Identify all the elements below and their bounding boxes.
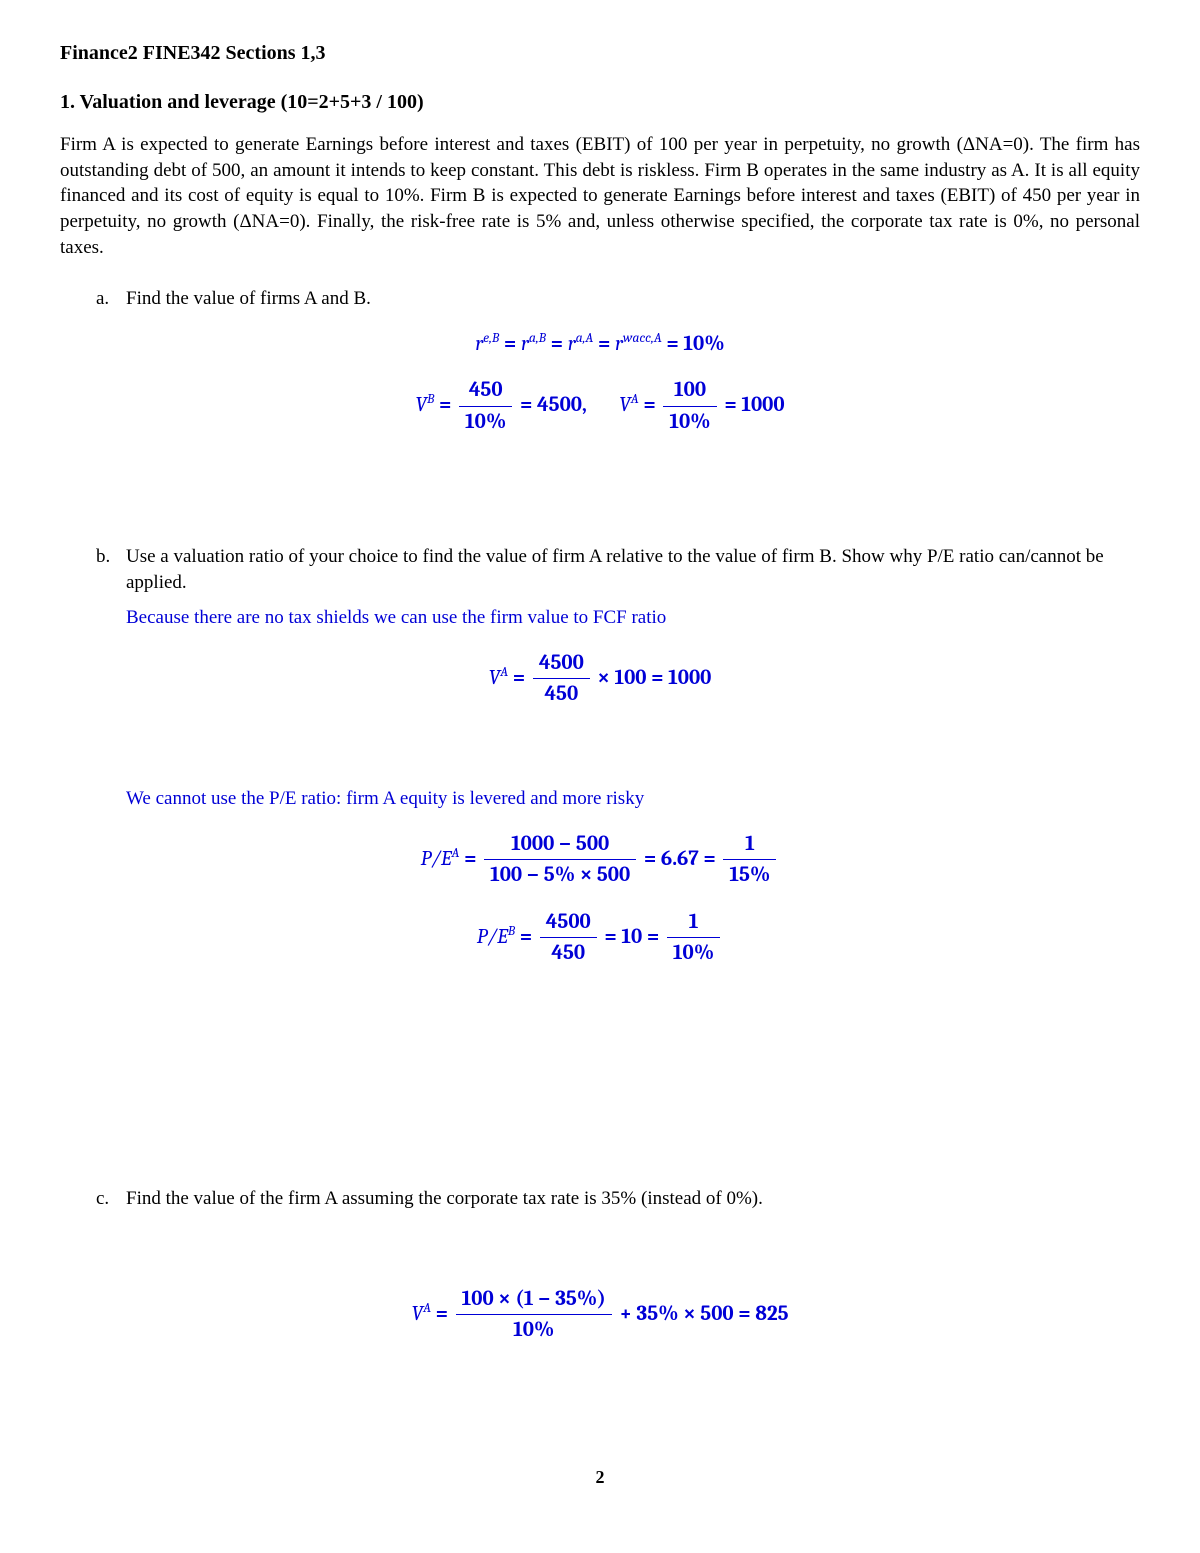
- question-intro: Firm A is expected to generate Earnings …: [60, 132, 1140, 260]
- eq-pea: P/EA = 1000 − 500 100 − 5% × 500 = 6.67 …: [60, 830, 1140, 890]
- peb-fnum: 1: [667, 908, 720, 937]
- eqc-tail: + 35% × 500 = 825: [619, 1302, 788, 1326]
- eq-b1: VA = 4500 450 × 100 = 1000: [60, 649, 1140, 709]
- eqc-den: 10%: [456, 1314, 612, 1344]
- pea-num: 1000 − 500: [484, 830, 636, 859]
- eq-a1-rhs: 10%: [683, 332, 724, 356]
- peb-fden: 10%: [667, 937, 720, 967]
- part-b: b. Use a valuation ratio of your choice …: [96, 544, 1140, 595]
- eqc-num: 100 × (1 − 35%): [456, 1285, 612, 1314]
- part-a: a. Find the value of firms A and B.: [96, 286, 1140, 312]
- course-header: Finance2 FINE342 Sections 1,3: [60, 40, 1140, 67]
- eq-peb: P/EB = 4500 450 = 10 = 1 10%: [60, 908, 1140, 968]
- part-a-letter: a.: [96, 286, 126, 312]
- sup-aB: a,B: [529, 331, 546, 346]
- eq-a1: re,B = ra,B = ra,A = rwacc,A = 10%: [60, 330, 1140, 358]
- pea-val: 6.67: [661, 847, 699, 871]
- part-c: c. Find the value of the firm A assuming…: [96, 1186, 1140, 1212]
- peb-num: 4500: [540, 908, 597, 937]
- sup-wacc: wacc,A: [623, 331, 662, 346]
- part-b-letter: b.: [96, 544, 126, 595]
- sup-aA: a,A: [576, 331, 594, 346]
- vB-num: 450: [459, 376, 512, 405]
- vA-den: 10%: [663, 406, 716, 436]
- eqb1-res: 1000: [668, 666, 711, 690]
- vB-val: 4500: [537, 393, 582, 417]
- peb-val: 10: [621, 925, 642, 949]
- vA-num: 100: [663, 376, 716, 405]
- eqb1-mult: 100: [614, 666, 646, 690]
- pea-fnum: 1: [723, 830, 776, 859]
- part-b-text: Use a valuation ratio of your choice to …: [126, 544, 1140, 595]
- eqb1-den: 450: [533, 678, 590, 708]
- note-b1: Because there are no tax shields we can …: [126, 605, 1140, 631]
- eqb1-num: 4500: [533, 649, 590, 678]
- pea-fden: 15%: [723, 859, 776, 889]
- pea-den: 100 − 5% × 500: [484, 859, 636, 889]
- vA-val: 1000: [741, 393, 784, 417]
- peb-den: 450: [540, 937, 597, 967]
- vB-den: 10%: [459, 406, 512, 436]
- part-c-text: Find the value of the firm A assuming th…: [126, 1186, 1140, 1212]
- note-b2: We cannot use the P/E ratio: firm A equi…: [126, 786, 1140, 812]
- eq-c: VA = 100 × (1 − 35%) 10% + 35% × 500 = 8…: [60, 1285, 1140, 1345]
- question-title: 1. Valuation and leverage (10=2+5+3 / 10…: [60, 89, 1140, 116]
- page-number: 2: [60, 1465, 1140, 1489]
- sup-eB: e,B: [483, 331, 499, 346]
- eq-a2: VB = 450 10% = 4500, VA = 100 10% = 1000: [60, 376, 1140, 436]
- part-a-text: Find the value of firms A and B.: [126, 286, 1140, 312]
- part-c-letter: c.: [96, 1186, 126, 1212]
